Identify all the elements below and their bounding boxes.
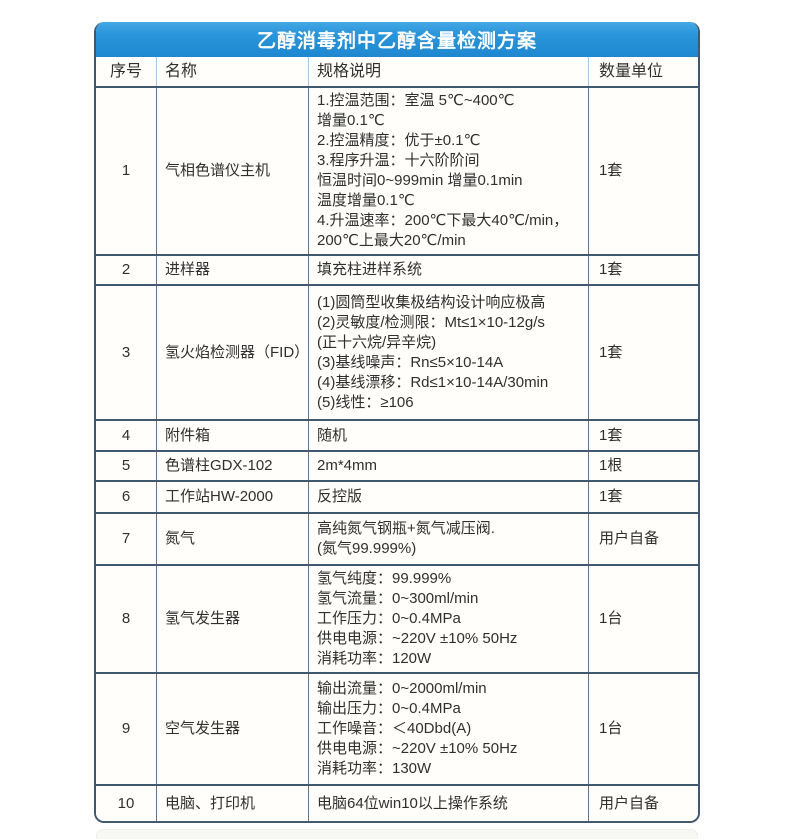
row-serial: 1 bbox=[96, 88, 156, 254]
row-qty: 1套 bbox=[588, 421, 698, 450]
row-serial: 10 bbox=[96, 786, 156, 821]
table-row: 9 空气发生器 输出流量：0~2000ml/min 输出压力：0~0.4MPa … bbox=[96, 672, 698, 784]
row-name: 氢火焰检测器（FID） bbox=[156, 286, 308, 419]
row-qty: 1台 bbox=[588, 674, 698, 784]
table-row: 2 进样器 填充柱进样系统 1套 bbox=[96, 254, 698, 284]
row-spec: (1)圆筒型收集极结构设计响应极高 (2)灵敏度/检测限：Mt≤1×10-12g… bbox=[308, 286, 588, 419]
row-qty: 1套 bbox=[588, 88, 698, 254]
row-qty: 用户自备 bbox=[588, 786, 698, 821]
table-header-row: 序号 名称 规格说明 数量单位 bbox=[96, 57, 698, 86]
row-serial: 5 bbox=[96, 452, 156, 480]
row-name: 工作站HW-2000 bbox=[156, 482, 308, 512]
table-row: 5 色谱柱GDX-102 2m*4mm 1根 bbox=[96, 450, 698, 480]
row-name: 附件箱 bbox=[156, 421, 308, 450]
next-section-edge bbox=[96, 829, 698, 839]
detection-plan-table-card: 乙醇消毒剂中乙醇含量检测方案 序号 名称 规格说明 数量单位 1 气相色谱仪主机… bbox=[94, 22, 700, 823]
row-qty: 1套 bbox=[588, 256, 698, 284]
table-row: 3 氢火焰检测器（FID） (1)圆筒型收集极结构设计响应极高 (2)灵敏度/检… bbox=[96, 284, 698, 419]
row-serial: 9 bbox=[96, 674, 156, 784]
table-row: 7 氮气 高纯氮气钢瓶+氮气减压阀. (氮气99.999%) 用户自备 bbox=[96, 512, 698, 564]
page-title: 乙醇消毒剂中乙醇含量检测方案 bbox=[256, 30, 537, 52]
table-row: 8 氢气发生器 氢气纯度：99.999% 氢气流量：0~300ml/min 工作… bbox=[96, 564, 698, 672]
row-spec: 2m*4mm bbox=[308, 452, 588, 480]
table-row: 6 工作站HW-2000 反控版 1套 bbox=[96, 480, 698, 512]
row-name: 电脑、打印机 bbox=[156, 786, 308, 821]
row-serial: 8 bbox=[96, 566, 156, 672]
row-serial: 4 bbox=[96, 421, 156, 450]
row-qty: 用户自备 bbox=[588, 514, 698, 564]
column-header-serial: 序号 bbox=[96, 57, 156, 86]
row-spec: 高纯氮气钢瓶+氮气减压阀. (氮气99.999%) bbox=[308, 514, 588, 564]
row-qty: 1根 bbox=[588, 452, 698, 480]
row-name: 进样器 bbox=[156, 256, 308, 284]
row-name: 氢气发生器 bbox=[156, 566, 308, 672]
table-title-bar: 乙醇消毒剂中乙醇含量检测方案 bbox=[96, 22, 698, 57]
column-header-spec: 规格说明 bbox=[308, 57, 588, 86]
row-spec: 氢气纯度：99.999% 氢气流量：0~300ml/min 工作压力：0~0.4… bbox=[308, 566, 588, 672]
row-spec: 填充柱进样系统 bbox=[308, 256, 588, 284]
row-serial: 3 bbox=[96, 286, 156, 419]
row-spec: 电脑64位win10以上操作系统 bbox=[308, 786, 588, 821]
row-qty: 1套 bbox=[588, 482, 698, 512]
row-qty: 1套 bbox=[588, 286, 698, 419]
row-name: 色谱柱GDX-102 bbox=[156, 452, 308, 480]
row-name: 氮气 bbox=[156, 514, 308, 564]
row-serial: 2 bbox=[96, 256, 156, 284]
table-row: 4 附件箱 随机 1套 bbox=[96, 419, 698, 450]
row-spec: 随机 bbox=[308, 421, 588, 450]
table-row: 10 电脑、打印机 电脑64位win10以上操作系统 用户自备 bbox=[96, 784, 698, 821]
row-serial: 6 bbox=[96, 482, 156, 512]
row-name: 空气发生器 bbox=[156, 674, 308, 784]
row-spec: 1.控温范围：室温 5℃~400℃ 增量0.1℃ 2.控温精度：优于±0.1℃ … bbox=[308, 88, 588, 254]
row-qty: 1台 bbox=[588, 566, 698, 672]
column-header-name: 名称 bbox=[156, 57, 308, 86]
column-header-qty: 数量单位 bbox=[588, 57, 698, 86]
row-spec: 反控版 bbox=[308, 482, 588, 512]
row-spec: 输出流量：0~2000ml/min 输出压力：0~0.4MPa 工作噪音：＜40… bbox=[308, 674, 588, 784]
row-serial: 7 bbox=[96, 514, 156, 564]
row-name: 气相色谱仪主机 bbox=[156, 88, 308, 254]
table-row: 1 气相色谱仪主机 1.控温范围：室温 5℃~400℃ 增量0.1℃ 2.控温精… bbox=[96, 86, 698, 254]
